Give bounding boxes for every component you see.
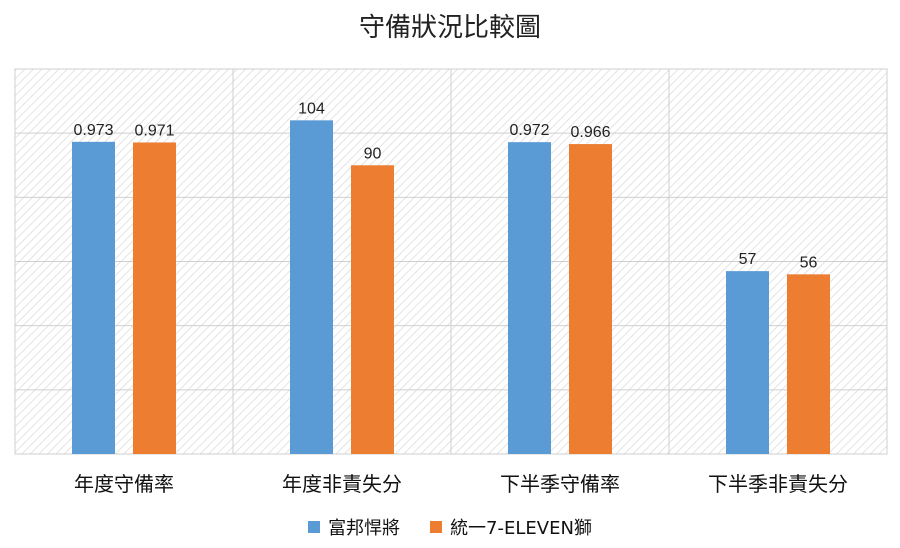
bar-series-1-cat-0 [133, 142, 176, 455]
legend-item-uni-lions: 統一7-ELEVEN獅 [430, 514, 592, 540]
legend-label: 統一7-ELEVEN獅 [450, 518, 592, 539]
bar-series-0-cat-1 [290, 120, 333, 454]
category-label: 下半季非責失分 [708, 472, 848, 496]
value-label: 0.971 [134, 122, 174, 139]
legend-label: 富邦悍將 [328, 518, 401, 539]
chart-title: 守備狀況比較圖 [359, 13, 541, 43]
bar-series-1-cat-3 [787, 274, 830, 454]
legend: 富邦悍將 統一7-ELEVEN獅 [0, 512, 900, 542]
legend-item-fubon: 富邦悍將 [308, 514, 400, 540]
value-label: 57 [739, 251, 757, 268]
category-label: 年度非責失分 [282, 472, 402, 496]
bar-series-1-cat-2 [569, 144, 612, 454]
legend-swatch [430, 521, 443, 533]
value-labels: 0.973 0.971 104 90 0.972 0.966 57 56 [73, 100, 817, 271]
value-label: 0.973 [73, 122, 113, 139]
bar-series-0-cat-0 [72, 141, 115, 454]
bar-series-0-cat-2 [508, 142, 551, 454]
category-label: 年度守備率 [74, 472, 174, 496]
bars [72, 120, 830, 455]
value-label: 90 [364, 145, 382, 162]
category-labels: 年度守備率 年度非責失分 下半季守備率 下半季非責失分 [74, 472, 848, 496]
legend-swatch [308, 521, 321, 533]
value-label: 104 [298, 100, 325, 117]
value-label: 0.966 [570, 124, 610, 141]
category-label: 下半季守備率 [500, 472, 620, 496]
value-label: 56 [800, 254, 818, 271]
bar-series-0-cat-3 [726, 271, 769, 454]
value-label: 0.972 [509, 122, 549, 139]
bar-series-1-cat-1 [351, 165, 394, 454]
